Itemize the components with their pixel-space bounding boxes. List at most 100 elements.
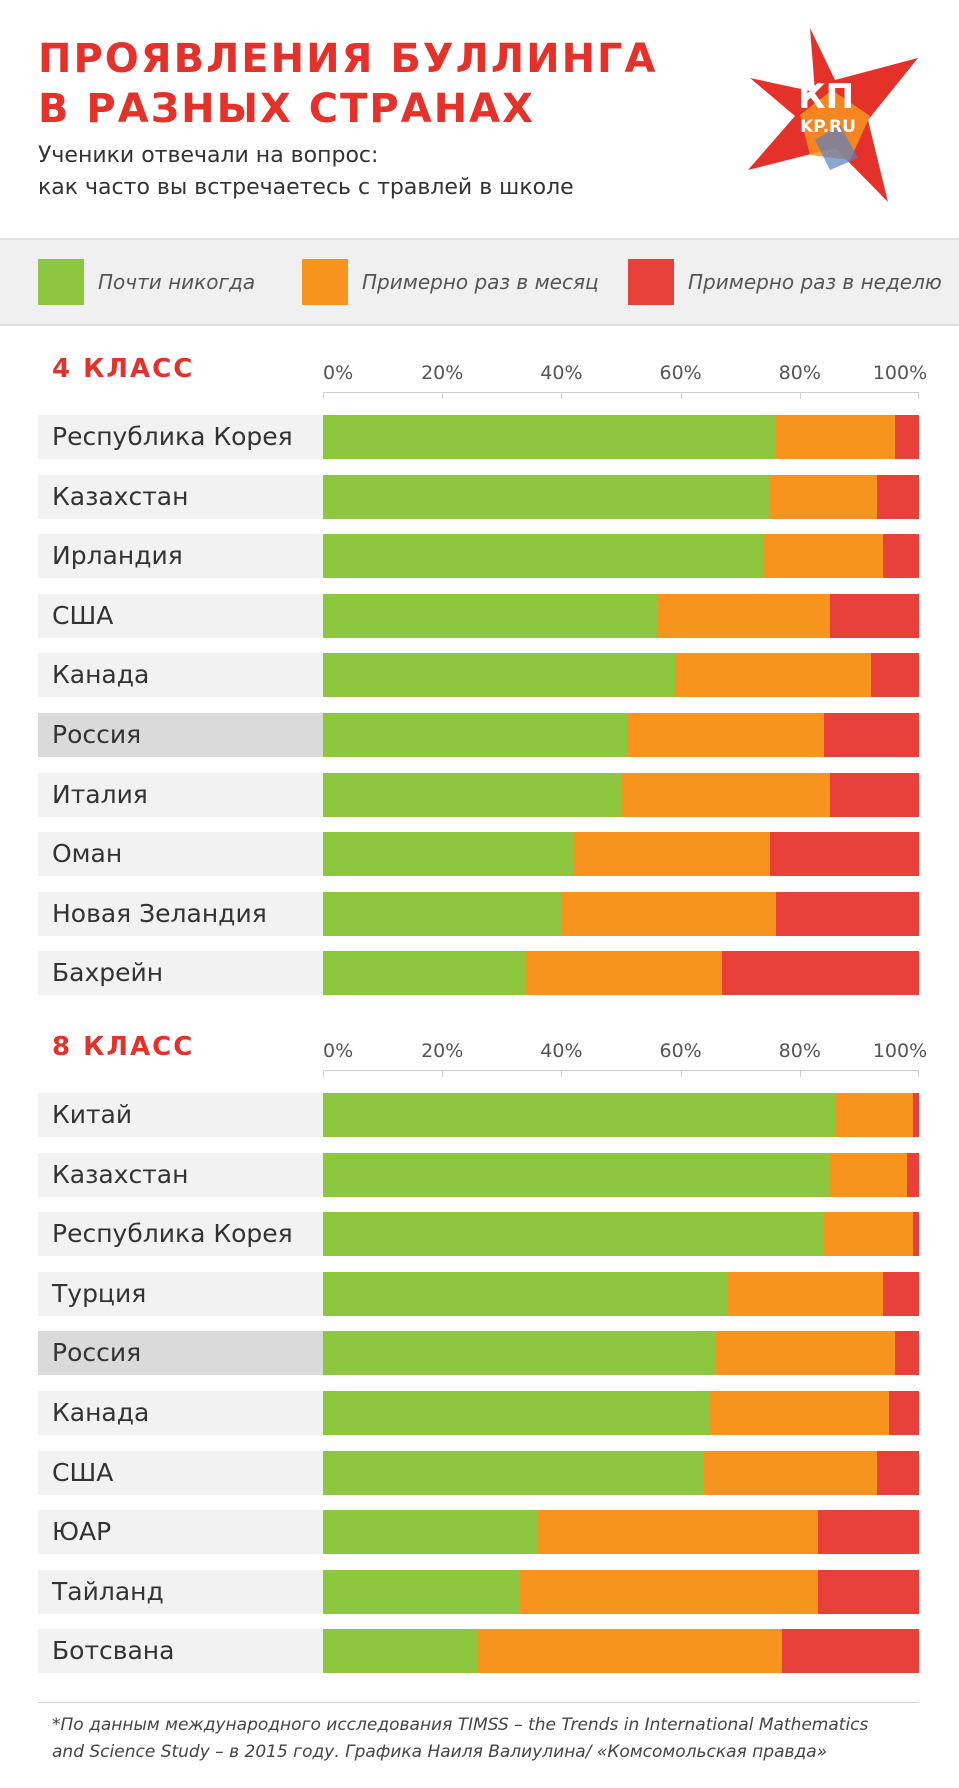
segment-rarely: [323, 1569, 520, 1614]
stacked-bar: [323, 653, 919, 698]
segment-rarely: [323, 951, 526, 996]
segment-monthly: [716, 1331, 896, 1376]
bar-row: Бахрейн: [38, 951, 919, 996]
category-label: Новая Зеландия: [38, 891, 323, 936]
x-tick-label: 40%: [540, 362, 583, 384]
stacked-bar: [323, 534, 919, 579]
category-label: Казахстан: [38, 1152, 323, 1197]
legend-label: Примерно раз в неделю: [688, 270, 942, 294]
segment-rarely: [323, 1212, 824, 1257]
legend-item-monthly: Примерно раз в месяц: [302, 259, 599, 305]
x-tick-mark: [799, 392, 801, 399]
segment-monthly: [770, 474, 878, 519]
segment-monthly: [674, 653, 872, 698]
segment-weekly: [769, 832, 919, 877]
footnote-line-2: and Science Study – в 2015 году. Графика…: [52, 1742, 828, 1762]
stacked-bar: [323, 832, 919, 877]
category-label: Россия: [38, 713, 323, 757]
bar-row: ЮАР: [38, 1510, 919, 1555]
bar-row: Республика Корея: [38, 1212, 919, 1257]
bar-row: Ирландия: [38, 534, 919, 579]
segment-monthly: [561, 891, 776, 936]
x-tick-label: 0%: [323, 1040, 354, 1062]
category-label: Республика Корея: [38, 1212, 323, 1257]
x-tick-mark: [918, 1070, 919, 1077]
segment-monthly: [477, 1629, 782, 1674]
segment-rarely: [323, 891, 562, 936]
segment-rarely: [323, 713, 627, 757]
category-label: Бахрейн: [38, 951, 323, 996]
legend-swatch-orange: [302, 259, 348, 305]
segment-weekly: [883, 534, 919, 579]
segment-monthly: [537, 1510, 818, 1555]
bar-row: Казахстан: [38, 1152, 919, 1197]
segment-monthly: [835, 1093, 914, 1137]
bar-row: США: [38, 593, 919, 638]
logo-text-bottom: KP.RU: [800, 117, 856, 137]
x-tick-mark: [442, 392, 444, 399]
segment-weekly: [889, 1391, 919, 1435]
segment-weekly: [781, 1629, 919, 1674]
segment-rarely: [323, 415, 776, 459]
segment-rarely: [323, 534, 765, 579]
stacked-bar: [323, 772, 919, 817]
category-label: ЮАР: [38, 1510, 323, 1555]
subtitle-line-2: как часто вы встречаетесь с травлей в шк…: [38, 175, 574, 200]
segment-weekly: [817, 1510, 919, 1555]
segment-weekly: [907, 1152, 919, 1197]
x-tick-mark: [918, 392, 919, 399]
segment-monthly: [626, 713, 824, 757]
x-tick-label: 100%: [872, 362, 928, 384]
segment-rarely: [323, 1093, 836, 1137]
title-line-2: В РАЗНЫХ СТРАНАХ: [38, 86, 535, 132]
x-tick-mark: [561, 1070, 563, 1077]
segment-weekly: [817, 1569, 919, 1614]
segment-monthly: [621, 772, 830, 817]
legend-item-weekly: Примерно раз в неделю: [628, 259, 942, 305]
stacked-bar: [323, 1629, 919, 1674]
segment-weekly: [895, 1331, 919, 1376]
category-label: Казахстан: [38, 474, 323, 519]
x-tick-label: 80%: [778, 1040, 821, 1062]
x-tick-label: 80%: [778, 362, 821, 384]
bar-row: Китай: [38, 1093, 919, 1137]
stacked-bar: [323, 1391, 919, 1435]
bar-row: Канада: [38, 653, 919, 698]
segment-monthly: [829, 1152, 908, 1197]
segment-weekly: [877, 474, 919, 519]
segment-rarely: [323, 1271, 729, 1316]
bar-row: Казахстан: [38, 474, 919, 519]
segment-monthly: [525, 951, 723, 996]
kp-logo-icon: КП KP.RU: [748, 28, 918, 202]
stacked-bar: [323, 593, 919, 638]
category-label: Республика Корея: [38, 415, 323, 459]
footnote-line-1: *По данным международного исследования T…: [52, 1715, 869, 1735]
logo-star-accent-2: [815, 125, 858, 170]
bar-row: Италия: [38, 772, 919, 817]
x-tick-label: 60%: [659, 1040, 702, 1062]
segment-weekly: [722, 951, 919, 996]
segment-weekly: [871, 653, 919, 698]
category-label: Тайланд: [38, 1569, 323, 1614]
segment-monthly: [764, 534, 884, 579]
segment-monthly: [710, 1391, 890, 1435]
section-title-grade-8: 8 КЛАСС: [52, 1032, 195, 1062]
segment-weekly: [883, 1271, 919, 1316]
stacked-bar: [323, 1152, 919, 1197]
axis-line: [323, 1070, 919, 1071]
bar-row: Тайланд: [38, 1569, 919, 1614]
bar-row: Республика Корея: [38, 415, 919, 459]
segment-monthly: [519, 1569, 818, 1614]
bar-row: Оман: [38, 832, 919, 877]
stacked-bar: [323, 1212, 919, 1257]
stacked-bar: [323, 1510, 919, 1555]
segment-rarely: [323, 772, 621, 817]
bar-row: Турция: [38, 1271, 919, 1316]
x-tick-mark: [680, 1070, 682, 1077]
category-label: Канада: [38, 653, 323, 698]
segment-weekly: [775, 891, 919, 936]
stacked-bar: [323, 1271, 919, 1316]
segment-weekly: [877, 1450, 919, 1495]
axis-line: [323, 392, 919, 393]
segment-rarely: [323, 593, 657, 638]
